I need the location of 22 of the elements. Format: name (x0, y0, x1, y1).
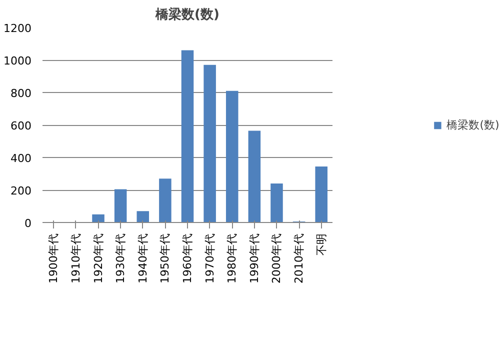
x-tick-label: 1930年代 (114, 233, 128, 284)
chart-title: 橋梁数(数) (154, 6, 220, 22)
y-tick-label: 200 (10, 184, 32, 198)
x-tick-label: 1950年代 (158, 233, 172, 284)
y-tick-label: 0 (24, 217, 32, 230)
x-tick-label: 2010年代 (292, 233, 306, 284)
y-tick-label: 800 (10, 87, 32, 100)
x-tick-label: 1990年代 (248, 233, 261, 284)
y-tick-label: 1000 (4, 54, 32, 68)
y-tick-label: 1200 (4, 22, 32, 35)
x-tick-label: 1940年代 (136, 233, 150, 284)
x-tick-label: 2000年代 (270, 233, 284, 284)
x-tick-label: 1970年代 (203, 233, 216, 284)
y-tick-label: 400 (10, 152, 32, 165)
x-tick-label: 1980年代 (226, 233, 239, 284)
y-tick-label: 600 (10, 120, 32, 132)
x-tick-label: 1910年代 (69, 233, 82, 284)
x-tick-label: 1900年代 (47, 233, 60, 284)
x-tick-label: 不明 (314, 234, 328, 256)
legend-label: 橋梁数(数) (446, 117, 500, 132)
x-tick-label: 1960年代 (181, 233, 194, 284)
x-tick-label: 1920年代 (92, 233, 105, 284)
